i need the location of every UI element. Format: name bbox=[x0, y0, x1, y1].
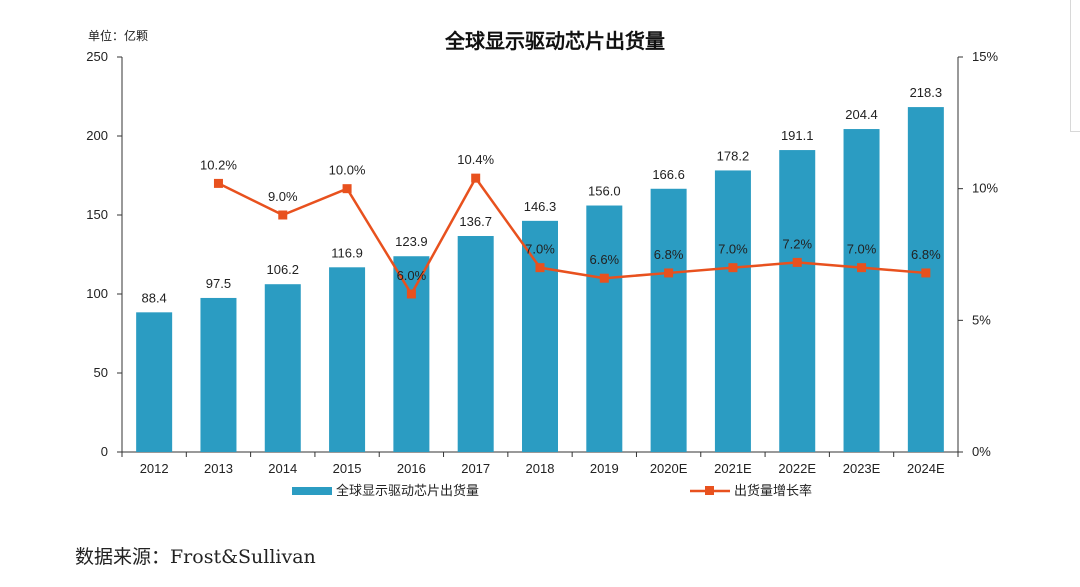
x-tick-label: 2012 bbox=[140, 461, 169, 476]
y-left-tick-label: 150 bbox=[86, 207, 108, 222]
x-tick-label: 2017 bbox=[461, 461, 490, 476]
bar-value-label: 146.3 bbox=[524, 199, 557, 214]
legend-bar-swatch bbox=[292, 487, 332, 495]
chart-title: 全球显示驱动芯片出货量 bbox=[444, 29, 665, 53]
growth-value-label: 7.2% bbox=[782, 236, 812, 251]
growth-point bbox=[278, 210, 288, 220]
growth-point bbox=[342, 184, 352, 194]
growth-value-label: 10.2% bbox=[200, 157, 237, 172]
bar-value-label: 97.5 bbox=[206, 276, 231, 291]
growth-point bbox=[664, 268, 674, 278]
bar-value-label: 88.4 bbox=[141, 290, 166, 305]
bar bbox=[264, 284, 301, 452]
x-tick-label: 2013 bbox=[204, 461, 233, 476]
bar-value-label: 204.4 bbox=[845, 107, 878, 122]
y-right-tick-label: 10% bbox=[972, 181, 998, 196]
growth-value-label: 9.0% bbox=[268, 189, 298, 204]
bar-value-label: 178.2 bbox=[717, 148, 750, 163]
growth-line bbox=[217, 175, 926, 297]
legend: 全球显示驱动芯片出货量 出货量增长率 bbox=[292, 483, 812, 498]
x-tick-label: 2014 bbox=[268, 461, 297, 476]
growth-point bbox=[406, 289, 416, 299]
legend-bar-label: 全球显示驱动芯片出货量 bbox=[336, 483, 479, 498]
source-note: 数据来源：Frost&Sullivan bbox=[75, 546, 316, 568]
growth-value-label: 6.0% bbox=[397, 268, 427, 283]
bar bbox=[843, 129, 880, 452]
growth-point bbox=[728, 263, 738, 273]
growth-value-label: 10.4% bbox=[457, 152, 494, 167]
x-tick-label: 2021E bbox=[714, 461, 752, 476]
bar bbox=[714, 170, 751, 452]
growth-point bbox=[213, 178, 223, 188]
bar bbox=[393, 256, 430, 452]
legend-line-marker bbox=[705, 486, 714, 495]
x-tick-label: 2024E bbox=[907, 461, 945, 476]
growth-point bbox=[921, 268, 931, 278]
y-left-tick-label: 50 bbox=[94, 365, 108, 380]
bar-value-label: 218.3 bbox=[910, 85, 943, 100]
bar-value-label: 123.9 bbox=[395, 234, 428, 249]
growth-point bbox=[599, 273, 609, 283]
bar bbox=[586, 205, 623, 452]
y-right-tick-label: 0% bbox=[972, 444, 991, 459]
x-tick-label: 2019 bbox=[590, 461, 619, 476]
growth-value-label: 7.0% bbox=[525, 242, 555, 257]
x-tick-label: 2015 bbox=[333, 461, 362, 476]
bar bbox=[522, 220, 558, 452]
growth-point bbox=[792, 257, 802, 267]
line-series: 10.2% 9.0% 10.0% 6.0% 10.4% 7.0% 6.6% 6.8% 7.0% 7… bbox=[200, 152, 941, 299]
page-edge-frame bbox=[1070, 0, 1080, 132]
bar-series: 88.4 97.5 106.2 116.9 123.9 136.7 146.3 156.0 16… bbox=[136, 85, 944, 452]
legend-line-label: 出货量增长率 bbox=[734, 483, 812, 498]
chart: 单位：亿颗 全球显示驱动芯片出货量 0 50 100 150 200 250 0% 5% 10%… bbox=[86, 28, 998, 498]
bar-value-label: 191.1 bbox=[781, 128, 814, 143]
x-tick-label: 2023E bbox=[843, 461, 881, 476]
x-tick-label: 2016 bbox=[397, 461, 426, 476]
bar bbox=[779, 150, 816, 452]
growth-value-label: 6.8% bbox=[654, 247, 684, 262]
x-tick-label: 2020E bbox=[650, 461, 688, 476]
growth-value-label: 10.0% bbox=[329, 163, 366, 178]
x-tick-label: 2022E bbox=[778, 461, 816, 476]
chart-axes: 0 50 100 150 200 250 0% 5% 10% 15% 2012 2013 2014 201… bbox=[86, 49, 998, 476]
growth-point bbox=[471, 173, 481, 183]
bar-value-label: 166.6 bbox=[652, 167, 685, 182]
y-left-tick-label: 100 bbox=[86, 286, 108, 301]
bar bbox=[907, 107, 944, 452]
growth-value-label: 7.0% bbox=[847, 242, 877, 257]
y-left-tick-label: 0 bbox=[101, 444, 108, 459]
bar bbox=[457, 236, 494, 452]
bar bbox=[329, 267, 366, 452]
y-left-tick-label: 250 bbox=[86, 49, 108, 64]
bar-value-label: 116.9 bbox=[331, 245, 363, 260]
x-tick-label: 2018 bbox=[526, 461, 555, 476]
y-right-tick-label: 15% bbox=[972, 49, 998, 64]
growth-point bbox=[535, 263, 545, 273]
growth-value-label: 6.8% bbox=[911, 247, 941, 262]
bar bbox=[650, 188, 687, 452]
bar-value-label: 136.7 bbox=[459, 214, 492, 229]
bar-value-label: 106.2 bbox=[266, 262, 299, 277]
bar-value-label: 156.0 bbox=[588, 184, 621, 199]
growth-value-label: 6.6% bbox=[589, 252, 619, 267]
chart-unit-label: 单位：亿颗 bbox=[88, 28, 148, 43]
y-left-tick-label: 200 bbox=[86, 128, 108, 143]
y-right-tick-label: 5% bbox=[972, 312, 991, 327]
bar bbox=[200, 297, 237, 452]
growth-point bbox=[857, 263, 867, 273]
bar bbox=[136, 312, 173, 452]
growth-value-label: 7.0% bbox=[718, 242, 748, 257]
